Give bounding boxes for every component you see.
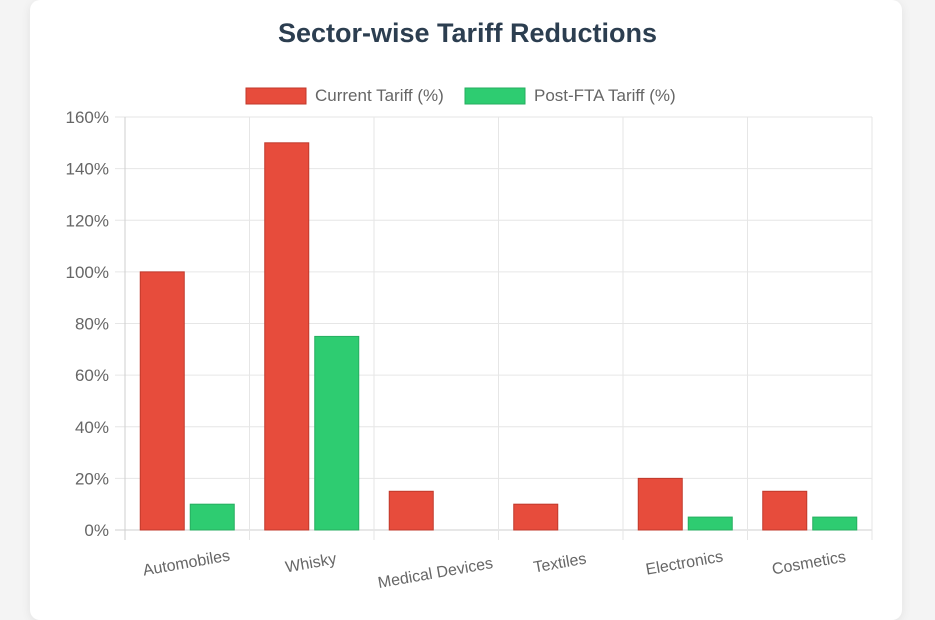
legend-label[interactable]: Current Tariff (%) [315, 86, 444, 105]
chart-title: Sector-wise Tariff Reductions [277, 18, 658, 48]
x-tick-label: Textiles [532, 551, 588, 577]
bars [139, 142, 858, 531]
y-tick-label: 60% [75, 366, 109, 385]
x-tick-label: Cosmetics [771, 549, 848, 579]
bar-post-fta-electronics [687, 516, 733, 531]
legend[interactable]: Current Tariff (%) Post-FTA Tariff (%) [245, 86, 676, 105]
legend-swatch[interactable] [464, 87, 526, 105]
x-tick-label: Automobiles [142, 548, 232, 580]
y-tick-label: 20% [75, 469, 109, 488]
y-tick-label: 120% [66, 211, 109, 230]
legend-label[interactable]: Post-FTA Tariff (%) [534, 86, 676, 105]
legend-swatch[interactable] [245, 87, 307, 105]
x-tick-label: Whisky [284, 551, 338, 577]
grid-lines [115, 116, 873, 540]
y-tick-label: 160% [66, 108, 109, 127]
bar-current-textiles [513, 503, 559, 531]
x-axis: Automobiles Whisky Medical Devices Textiles… [142, 548, 848, 592]
bar-post-fta-automobiles [189, 503, 235, 531]
bar-current-whisky [264, 142, 310, 531]
bar-post-fta-whisky [314, 335, 360, 531]
bar-chart: 0% 20% 40% 60% 80% 100% 120% 140% 160% Automobil… [66, 86, 873, 592]
bar-current-medical-devices [388, 490, 434, 531]
bar-current-electronics [637, 477, 683, 531]
y-tick-label: 40% [75, 418, 109, 437]
y-tick-label: 140% [66, 160, 109, 179]
y-tick-label: 0% [84, 521, 109, 540]
y-axis: 0% 20% 40% 60% 80% 100% 120% 140% 160% [66, 108, 109, 540]
bar-post-fta-cosmetics [812, 516, 858, 531]
y-tick-label: 100% [66, 263, 109, 282]
x-tick-label: Electronics [644, 548, 724, 578]
x-tick-label: Medical Devices [377, 555, 495, 592]
bar-current-automobiles [139, 271, 185, 531]
bar-current-cosmetics [762, 490, 808, 531]
y-tick-label: 80% [75, 315, 109, 334]
